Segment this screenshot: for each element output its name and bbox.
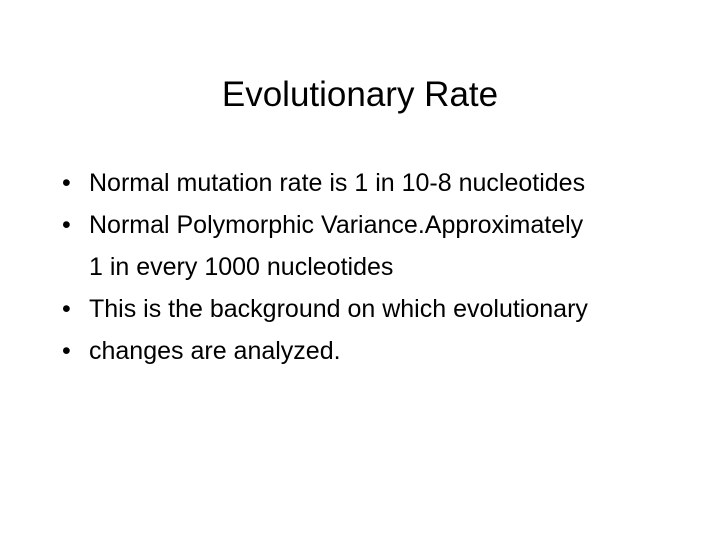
bullet-item: Normal Polymorphic Variance.Approximatel…: [62, 204, 592, 288]
bullet-item: This is the background on which evolutio…: [62, 288, 592, 330]
bullet-item: Normal mutation rate is 1 in 10-8 nucleo…: [62, 162, 592, 204]
bullet-list: Normal mutation rate is 1 in 10-8 nucleo…: [62, 162, 592, 372]
bullet-item: changes are analyzed.: [62, 330, 592, 372]
slide-title: Evolutionary Rate: [221, 75, 499, 114]
